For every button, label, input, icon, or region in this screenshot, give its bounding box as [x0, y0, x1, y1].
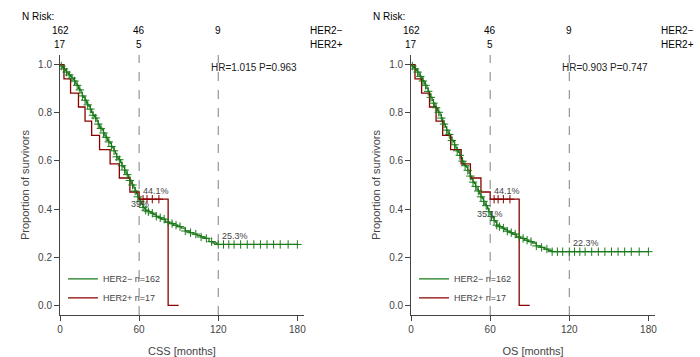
svg-text:22.3%: 22.3% [573, 238, 599, 248]
svg-text:180: 180 [289, 324, 306, 335]
svg-text:9: 9 [566, 25, 572, 36]
svg-text:39%: 39% [131, 199, 149, 209]
svg-text:HER2− n=162: HER2− n=162 [103, 274, 160, 284]
svg-text:HER2− n=162: HER2− n=162 [454, 274, 511, 284]
svg-text:0.4: 0.4 [389, 204, 403, 215]
svg-text:HR=0.903 P=0.747: HR=0.903 P=0.747 [562, 62, 648, 73]
svg-text:35.1%: 35.1% [477, 209, 503, 219]
svg-text:1.0: 1.0 [389, 59, 403, 70]
svg-text:180: 180 [640, 324, 657, 335]
svg-text:N Risk:: N Risk: [22, 11, 54, 22]
svg-text:OS [months]: OS [months] [502, 345, 563, 357]
svg-text:0: 0 [57, 324, 63, 335]
svg-text:HER2+: HER2+ [310, 39, 343, 50]
svg-text:1.0: 1.0 [38, 59, 52, 70]
svg-text:0.0: 0.0 [38, 300, 52, 311]
svg-text:0.0: 0.0 [389, 300, 403, 311]
svg-text:N Risk:: N Risk: [373, 11, 405, 22]
svg-text:0.6: 0.6 [389, 155, 403, 166]
svg-text:HER2−: HER2− [310, 25, 343, 36]
svg-text:Proportion of survivors: Proportion of survivors [370, 129, 382, 240]
svg-text:CSS [months]: CSS [months] [148, 345, 216, 357]
svg-text:HER2+ n=17: HER2+ n=17 [454, 293, 506, 303]
svg-text:HR=1.015 P=0.963: HR=1.015 P=0.963 [211, 62, 297, 73]
svg-text:120: 120 [561, 324, 578, 335]
svg-text:Proportion of survivors: Proportion of survivors [19, 129, 31, 240]
svg-text:120: 120 [210, 324, 227, 335]
svg-text:HER2+: HER2+ [661, 39, 694, 50]
svg-text:46: 46 [133, 25, 145, 36]
svg-text:0.2: 0.2 [389, 252, 403, 263]
svg-text:44.1%: 44.1% [494, 186, 520, 196]
svg-text:0.4: 0.4 [38, 204, 52, 215]
svg-text:0.6: 0.6 [38, 155, 52, 166]
svg-text:5: 5 [487, 39, 493, 50]
svg-text:5: 5 [136, 39, 142, 50]
svg-text:0.8: 0.8 [389, 107, 403, 118]
svg-text:162: 162 [403, 25, 420, 36]
svg-text:44.1%: 44.1% [143, 186, 169, 196]
svg-text:60: 60 [134, 324, 146, 335]
svg-text:162: 162 [52, 25, 69, 36]
svg-text:60: 60 [485, 324, 497, 335]
svg-text:25.3%: 25.3% [222, 231, 248, 241]
svg-text:0: 0 [408, 324, 414, 335]
svg-text:46: 46 [484, 25, 496, 36]
svg-text:HER2−: HER2− [661, 25, 694, 36]
svg-text:17: 17 [405, 39, 417, 50]
svg-text:17: 17 [54, 39, 66, 50]
svg-text:0.2: 0.2 [38, 252, 52, 263]
svg-text:0.8: 0.8 [38, 107, 52, 118]
svg-text:9: 9 [215, 25, 221, 36]
svg-text:HER2+ n=17: HER2+ n=17 [103, 293, 155, 303]
